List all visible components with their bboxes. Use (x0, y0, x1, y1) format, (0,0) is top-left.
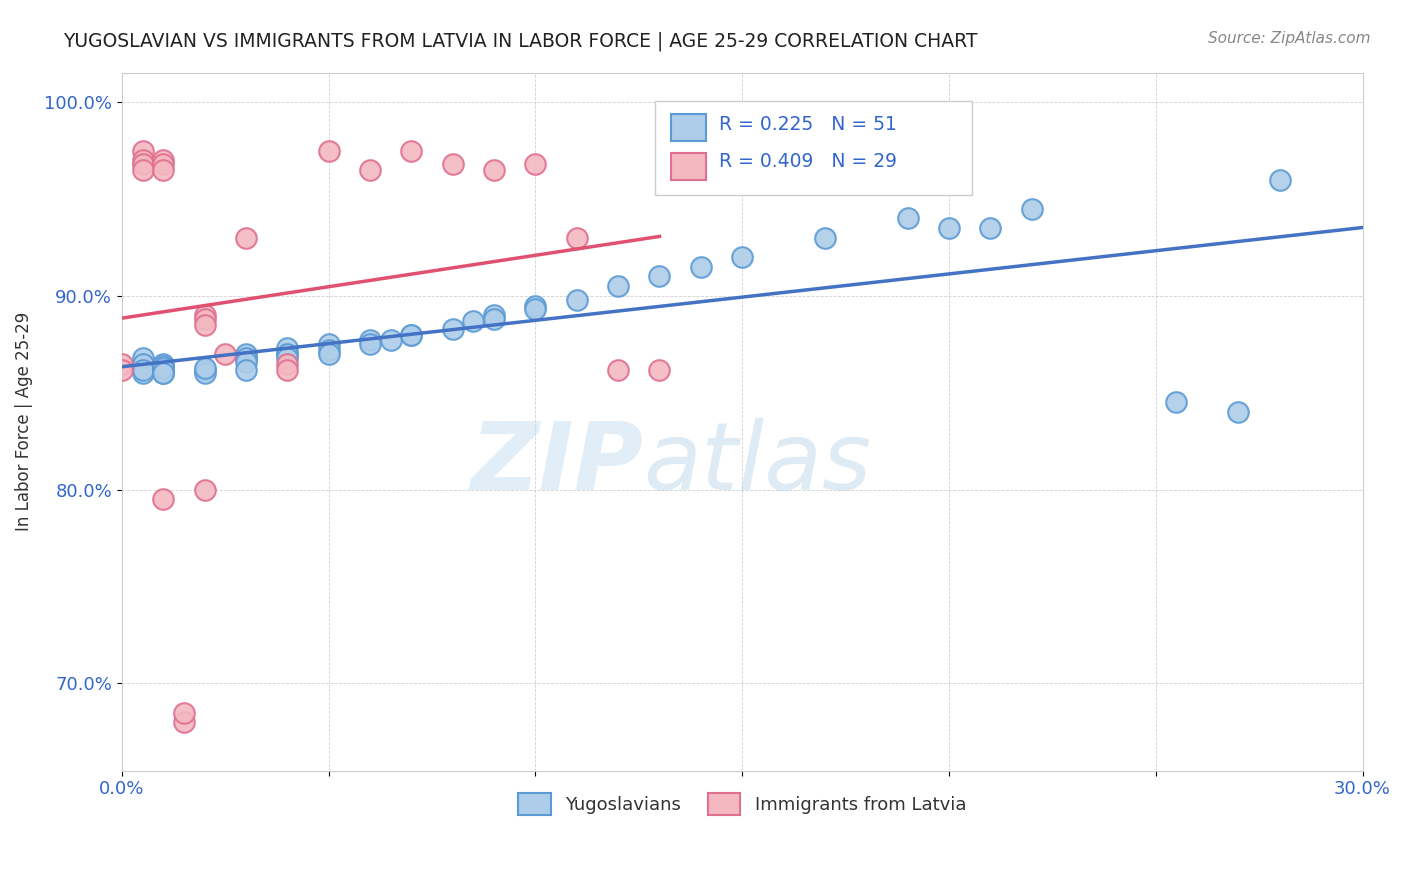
Point (276, 341, 298, 355)
Point (111, 362, 134, 376)
Point (318, 337, 340, 351)
Point (193, 318, 215, 332)
Point (152, 362, 174, 376)
Text: R = 0.225   N = 51: R = 0.225 N = 51 (718, 115, 897, 134)
Point (648, 269, 671, 284)
Point (731, 250, 754, 264)
Point (235, 362, 257, 376)
Point (318, 343, 340, 358)
Point (235, 230, 257, 244)
Point (131, 351, 153, 365)
Point (482, 308, 505, 322)
Point (111, 357, 134, 371)
Point (979, 221, 1001, 235)
Point (463, 314, 485, 328)
Point (897, 211, 920, 226)
Point (482, 312, 505, 326)
Point (152, 359, 174, 373)
Point (1227, 405, 1250, 419)
Point (441, 322, 464, 336)
Point (152, 360, 174, 375)
Point (193, 483, 215, 497)
Point (276, 357, 298, 371)
Point (131, 367, 153, 381)
Point (193, 367, 215, 381)
Point (607, 279, 630, 293)
Point (524, 302, 547, 317)
Point (318, 347, 340, 361)
Point (152, 153, 174, 168)
Point (318, 144, 340, 158)
Point (401, 327, 423, 342)
Point (441, 157, 464, 171)
Text: atlas: atlas (643, 418, 872, 509)
Point (401, 144, 423, 158)
Point (131, 357, 153, 371)
Point (1166, 395, 1188, 409)
Point (131, 157, 153, 171)
Point (193, 312, 215, 326)
Point (235, 351, 257, 365)
Point (359, 334, 381, 348)
Point (276, 351, 298, 365)
Point (152, 362, 174, 376)
Point (359, 337, 381, 351)
Point (1021, 202, 1043, 216)
FancyBboxPatch shape (672, 153, 706, 179)
Point (214, 347, 236, 361)
Point (235, 355, 257, 369)
Point (607, 362, 630, 376)
Point (276, 347, 298, 361)
Text: ZIP: ZIP (470, 417, 643, 509)
Point (131, 153, 153, 168)
Point (276, 347, 298, 361)
Point (152, 367, 174, 381)
Point (173, 706, 195, 720)
Point (1268, 172, 1291, 186)
Text: Source: ZipAtlas.com: Source: ZipAtlas.com (1208, 31, 1371, 46)
Point (193, 362, 215, 376)
Point (401, 327, 423, 342)
Legend: Yugoslavians, Immigrants from Latvia: Yugoslavians, Immigrants from Latvia (509, 784, 976, 824)
Point (193, 308, 215, 322)
Point (380, 334, 402, 348)
FancyBboxPatch shape (672, 114, 706, 141)
Point (152, 157, 174, 171)
Point (359, 162, 381, 177)
Point (689, 260, 711, 274)
Point (235, 351, 257, 365)
Point (565, 293, 588, 307)
Text: YUGOSLAVIAN VS IMMIGRANTS FROM LATVIA IN LABOR FORCE | AGE 25-29 CORRELATION CHA: YUGOSLAVIAN VS IMMIGRANTS FROM LATVIA IN… (63, 31, 977, 51)
Point (131, 362, 153, 376)
Point (152, 357, 174, 371)
Point (276, 362, 298, 376)
Point (152, 367, 174, 381)
Point (565, 230, 588, 244)
FancyBboxPatch shape (655, 101, 972, 195)
Point (235, 347, 257, 361)
Point (152, 162, 174, 177)
Point (173, 715, 195, 730)
Point (131, 144, 153, 158)
Point (152, 492, 174, 507)
Point (524, 299, 547, 313)
Text: R = 0.409   N = 29: R = 0.409 N = 29 (718, 152, 897, 171)
Point (131, 357, 153, 371)
Point (938, 221, 960, 235)
Point (482, 162, 505, 177)
Point (814, 230, 837, 244)
Point (193, 360, 215, 375)
Point (648, 362, 671, 376)
Point (131, 162, 153, 177)
Point (524, 157, 547, 171)
Y-axis label: In Labor Force | Age 25-29: In Labor Force | Age 25-29 (15, 312, 32, 532)
